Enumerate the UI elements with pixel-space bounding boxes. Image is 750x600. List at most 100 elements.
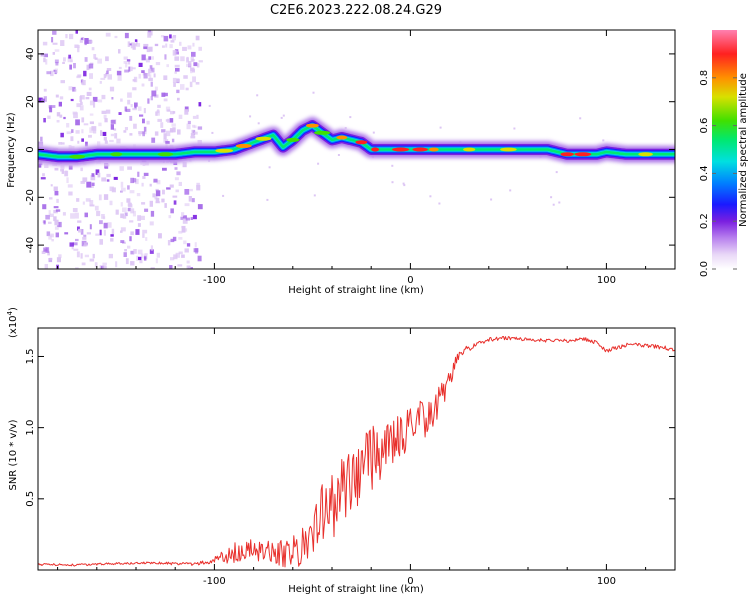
noise-speckle xyxy=(98,194,102,201)
noise-speckle xyxy=(49,213,54,217)
noise-speckle xyxy=(130,208,135,214)
noise-speckle xyxy=(154,94,159,98)
noise-speckle xyxy=(165,139,169,143)
noise-speckle xyxy=(100,130,103,136)
noise-speckle xyxy=(43,96,47,102)
noise-speckle xyxy=(120,227,126,232)
noise-speckle xyxy=(173,254,178,260)
noise-speckle xyxy=(84,254,89,258)
noise-speckle xyxy=(175,68,180,72)
noise-speckle xyxy=(77,226,80,231)
noise-speckle xyxy=(180,56,185,62)
noise-speckle xyxy=(149,200,153,207)
noise-speckle xyxy=(72,111,77,115)
noise-speckle xyxy=(137,223,141,227)
noise-speckle xyxy=(176,78,180,82)
colorbar-tick-label: 0.4 xyxy=(699,165,710,181)
noise-speckle xyxy=(175,252,180,258)
noise-speckle xyxy=(48,258,53,263)
noise-speckle xyxy=(64,232,69,235)
noise-speckle xyxy=(156,252,160,258)
noise-speckle xyxy=(106,179,110,182)
noise-speckle xyxy=(56,120,60,123)
noise-speckle xyxy=(222,194,225,197)
noise-speckle xyxy=(97,141,101,147)
noise-speckle xyxy=(154,43,159,47)
noise-speckle xyxy=(85,97,90,100)
noise-speckle xyxy=(178,237,183,240)
noise-speckle xyxy=(187,45,192,50)
noise-speckle xyxy=(123,252,127,257)
noise-speckle xyxy=(135,39,138,45)
noise-speckle xyxy=(73,112,78,119)
noise-speckle xyxy=(180,84,185,90)
noise-speckle xyxy=(49,197,53,200)
noise-speckle xyxy=(143,172,149,176)
noise-speckle xyxy=(94,205,99,211)
noise-speckle xyxy=(67,56,73,63)
noise-speckle xyxy=(157,104,161,108)
noise-speckle xyxy=(153,178,158,183)
noise-speckle xyxy=(53,206,59,209)
noise-speckle xyxy=(80,253,83,259)
noise-speckle xyxy=(111,187,116,193)
x-tick-label: -100 xyxy=(203,576,226,587)
y-tick-label: 40 xyxy=(25,48,36,61)
noise-speckle xyxy=(43,118,46,123)
noise-speckle xyxy=(166,187,171,190)
noise-speckle xyxy=(47,251,50,256)
noise-speckle xyxy=(95,233,100,236)
noise-speckle xyxy=(111,228,115,235)
noise-speckle xyxy=(171,123,176,127)
noise-speckle xyxy=(42,41,48,46)
noise-speckle xyxy=(161,129,166,133)
noise-speckle xyxy=(169,184,174,188)
noise-speckle xyxy=(110,124,114,130)
noise-speckle xyxy=(149,46,153,52)
noise-speckle xyxy=(190,135,196,139)
noise-speckle xyxy=(182,218,188,224)
ridge-peak xyxy=(638,152,653,157)
noise-speckle xyxy=(127,207,131,212)
noise-speckle xyxy=(124,127,128,131)
noise-speckle xyxy=(104,163,110,167)
noise-speckle xyxy=(41,250,46,254)
noise-speckle xyxy=(143,126,147,132)
noise-speckle xyxy=(158,233,162,239)
noise-speckle xyxy=(550,196,553,199)
x-tick-label: -100 xyxy=(203,275,226,286)
noise-speckle xyxy=(97,172,101,178)
noise-speckle xyxy=(149,74,152,79)
figure-title: C2E6.2023.222.08.24.G29 xyxy=(270,3,442,18)
y-tick-label: 0.5 xyxy=(25,491,36,507)
y-tick-label: -40 xyxy=(25,237,36,253)
noise-speckle xyxy=(282,114,285,117)
noise-speckle xyxy=(74,212,79,219)
ridge-peak xyxy=(371,147,380,152)
noise-speckle xyxy=(137,171,140,177)
noise-speckle xyxy=(137,249,143,255)
noise-speckle xyxy=(182,46,187,51)
noise-speckle xyxy=(132,178,137,183)
noise-speckle xyxy=(38,97,43,103)
noise-speckle xyxy=(68,191,73,196)
noise-speckle xyxy=(555,171,558,174)
noise-speckle xyxy=(99,229,102,236)
colorbar-tick-label: 0.2 xyxy=(699,213,710,229)
noise-speckle xyxy=(76,75,81,79)
noise-speckle xyxy=(161,198,165,203)
noise-speckle xyxy=(188,267,193,269)
noise-speckle xyxy=(165,43,168,48)
noise-speckle xyxy=(48,221,52,224)
y-tick-label: 20 xyxy=(25,95,36,108)
noise-speckle xyxy=(196,185,201,191)
noise-speckle xyxy=(50,70,54,77)
noise-speckle xyxy=(72,208,78,213)
noise-speckle xyxy=(86,232,91,235)
ridge-peak xyxy=(336,135,348,140)
noise-speckle xyxy=(181,212,185,217)
noise-speckle xyxy=(163,75,168,80)
noise-speckle xyxy=(312,91,315,94)
noise-speckle xyxy=(154,193,158,200)
noise-speckle xyxy=(118,66,122,70)
